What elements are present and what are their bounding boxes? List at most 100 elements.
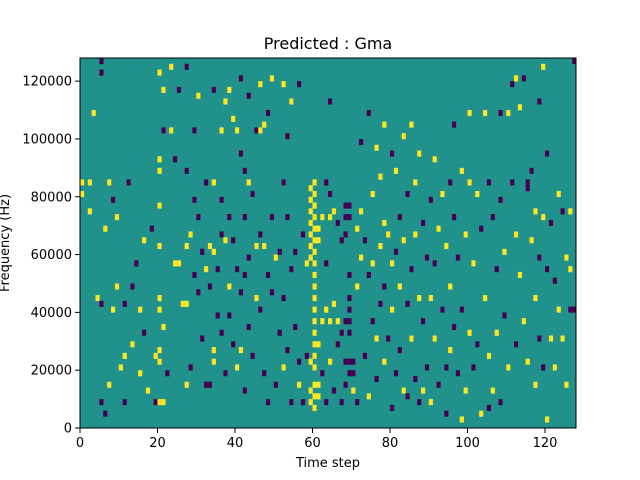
heatmap-cell bbox=[293, 323, 298, 331]
heatmap-cell bbox=[324, 306, 329, 313]
heatmap-cell bbox=[525, 358, 530, 365]
heatmap-cell bbox=[227, 86, 232, 93]
heatmap-cell bbox=[328, 190, 333, 198]
heatmap-cell bbox=[254, 127, 259, 134]
heatmap-cell bbox=[227, 312, 232, 319]
heatmap-cell bbox=[238, 75, 244, 82]
heatmap-cell bbox=[192, 196, 197, 203]
heatmap-cell bbox=[297, 358, 302, 365]
heatmap-cell bbox=[277, 248, 282, 255]
heatmap-cell bbox=[401, 133, 406, 140]
heatmap-cell bbox=[219, 127, 224, 134]
x-tick-label: 0 bbox=[76, 436, 84, 451]
heatmap-cell bbox=[370, 260, 375, 267]
heatmap-cell bbox=[568, 208, 573, 215]
heatmap-cell bbox=[424, 364, 430, 371]
heatmap-cell bbox=[514, 75, 519, 82]
heatmap-cell bbox=[87, 208, 92, 215]
heatmap-cell bbox=[235, 127, 240, 134]
heatmap-cell bbox=[545, 416, 550, 423]
heatmap-cell bbox=[393, 370, 399, 377]
heatmap-cell bbox=[161, 323, 166, 331]
heatmap-cell bbox=[211, 358, 216, 365]
heatmap-cell bbox=[142, 329, 147, 336]
heatmap-cell bbox=[242, 167, 247, 174]
heatmap-cell bbox=[242, 214, 247, 221]
heatmap-cell bbox=[382, 121, 387, 128]
heatmap-cell bbox=[529, 237, 534, 244]
heatmap-cell bbox=[347, 370, 352, 377]
heatmap-cell bbox=[312, 248, 317, 255]
heatmap-cell bbox=[459, 416, 464, 423]
heatmap-cell bbox=[192, 127, 197, 134]
heatmap-cell bbox=[126, 179, 131, 186]
heatmap-cell bbox=[405, 300, 410, 307]
heatmap-cell bbox=[304, 260, 309, 267]
heatmap-cell bbox=[103, 410, 108, 417]
heatmap-cell bbox=[227, 214, 232, 221]
heatmap-cell bbox=[486, 352, 492, 359]
heatmap-cell bbox=[343, 202, 348, 209]
heatmap-cell bbox=[281, 295, 286, 302]
heatmap-cell bbox=[312, 237, 317, 244]
heatmap-cell bbox=[300, 231, 306, 238]
heatmap-cell bbox=[122, 399, 127, 406]
heatmap-cell bbox=[153, 399, 158, 406]
heatmap-cell bbox=[211, 86, 216, 93]
heatmap-cell bbox=[308, 387, 313, 394]
heatmap-cell bbox=[413, 375, 418, 383]
heatmap-cell bbox=[548, 335, 554, 342]
heatmap-cell bbox=[374, 335, 379, 342]
heatmap-cell bbox=[452, 323, 457, 331]
heatmap-cell bbox=[122, 352, 127, 359]
heatmap-cell bbox=[258, 127, 263, 134]
heatmap-cell bbox=[200, 335, 205, 342]
heatmap-cell bbox=[200, 248, 205, 255]
heatmap-cell bbox=[552, 364, 557, 371]
heatmap-cell bbox=[537, 98, 542, 105]
heatmap-cell bbox=[355, 225, 360, 232]
x-axis: 0 20 40 60 80 100 120 bbox=[76, 428, 557, 451]
heatmap-cell bbox=[246, 323, 251, 331]
heatmap-cell bbox=[370, 318, 375, 325]
heatmap-cell bbox=[328, 214, 333, 221]
heatmap-cell bbox=[533, 208, 538, 215]
heatmap-cell bbox=[297, 381, 302, 388]
heatmap-cell bbox=[351, 387, 356, 394]
heatmap-cell bbox=[328, 358, 333, 365]
heatmap-cell bbox=[157, 295, 162, 302]
heatmap-cell bbox=[568, 266, 573, 273]
heatmap-cell bbox=[157, 243, 162, 250]
heatmap-cell bbox=[498, 399, 503, 406]
heatmap-cell bbox=[130, 283, 135, 290]
heatmap-cell bbox=[331, 387, 337, 394]
heatmap-cell bbox=[355, 399, 360, 406]
heatmap-cell bbox=[223, 370, 228, 377]
heatmap-cell bbox=[262, 370, 267, 377]
heatmap-cell bbox=[262, 243, 267, 250]
heatmap-cell bbox=[308, 185, 313, 192]
heatmap-cell bbox=[386, 335, 391, 342]
heatmap-cell bbox=[471, 260, 476, 267]
heatmap-cell bbox=[258, 81, 263, 88]
heatmap-cell bbox=[312, 329, 317, 336]
heatmap-cell bbox=[238, 289, 244, 296]
heatmap-cell bbox=[417, 295, 422, 302]
heatmap-cell bbox=[308, 254, 313, 261]
heatmap-cell bbox=[176, 260, 182, 267]
heatmap-cell bbox=[405, 393, 410, 400]
heatmap-cell bbox=[486, 179, 492, 186]
heatmap-cell bbox=[514, 341, 519, 348]
heatmap-cell bbox=[494, 329, 499, 336]
heatmap-cell bbox=[87, 179, 92, 186]
heatmap-cell bbox=[382, 358, 387, 365]
heatmap-cell bbox=[444, 410, 449, 417]
heatmap-cell bbox=[409, 335, 414, 342]
y-tick-label: 20000 bbox=[31, 364, 72, 379]
heatmap-cell bbox=[103, 225, 108, 232]
heatmap-cell bbox=[533, 381, 538, 388]
heatmap-cell bbox=[157, 306, 162, 313]
heatmap-cell bbox=[378, 300, 383, 307]
heatmap-cell bbox=[235, 266, 240, 273]
heatmap-cell bbox=[138, 306, 143, 313]
